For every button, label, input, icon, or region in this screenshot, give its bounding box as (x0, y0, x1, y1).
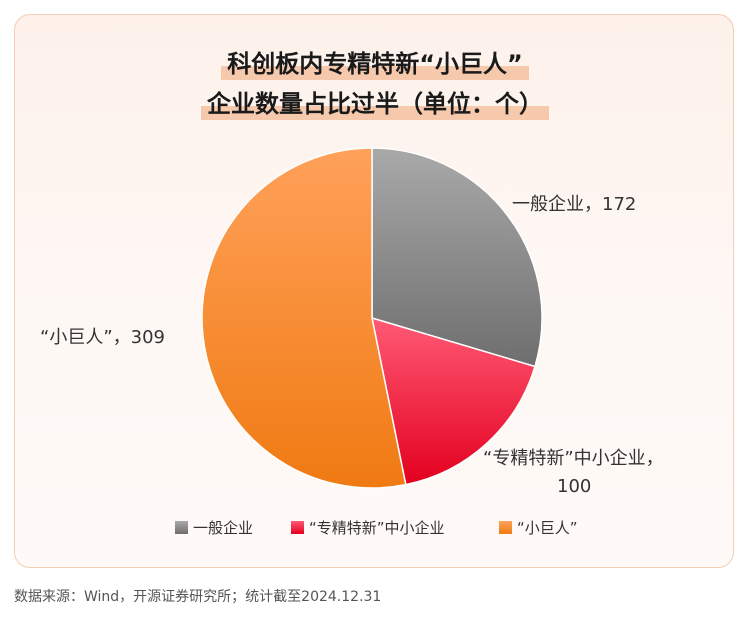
legend-swatch-3 (499, 521, 512, 534)
pie-slice-2 (371, 316, 536, 486)
source-note: 数据来源：Wind，开源证券研究所；统计截至2024.12.31 (14, 589, 382, 605)
pie-slices (201, 147, 543, 489)
legend: 一般企业 “专精特新”中小企业 “小巨人” (175, 519, 578, 537)
legend-swatch-2 (291, 521, 304, 534)
pie-slice-1 (371, 147, 543, 368)
slice-label-2: “专精特新”中小企业， (483, 448, 664, 469)
chart-title-line-2: 企业数量占比过半（单位：个） (201, 84, 549, 124)
legend-label-3: “小巨人” (517, 519, 578, 537)
slice-label-3: “小巨人”，309 (40, 327, 165, 348)
legend-label-2: “专精特新”中小企业 (309, 519, 445, 537)
slice-label-2-line-2: 100 (557, 476, 591, 497)
pie-slice-3 (201, 147, 407, 489)
slice-label-1: 一般企业，172 (512, 194, 636, 215)
legend-swatch-1 (175, 521, 188, 534)
chart-title: 科创板内专精特新“小巨人” 企业数量占比过半（单位：个） (0, 44, 750, 124)
chart-title-line-1: 科创板内专精特新“小巨人” (221, 44, 529, 84)
legend-label-1: 一般企业 (193, 519, 253, 537)
pie-labels: 一般企业，172 “专精特新”中小企业， 100 “小巨人”，309 (40, 194, 664, 497)
